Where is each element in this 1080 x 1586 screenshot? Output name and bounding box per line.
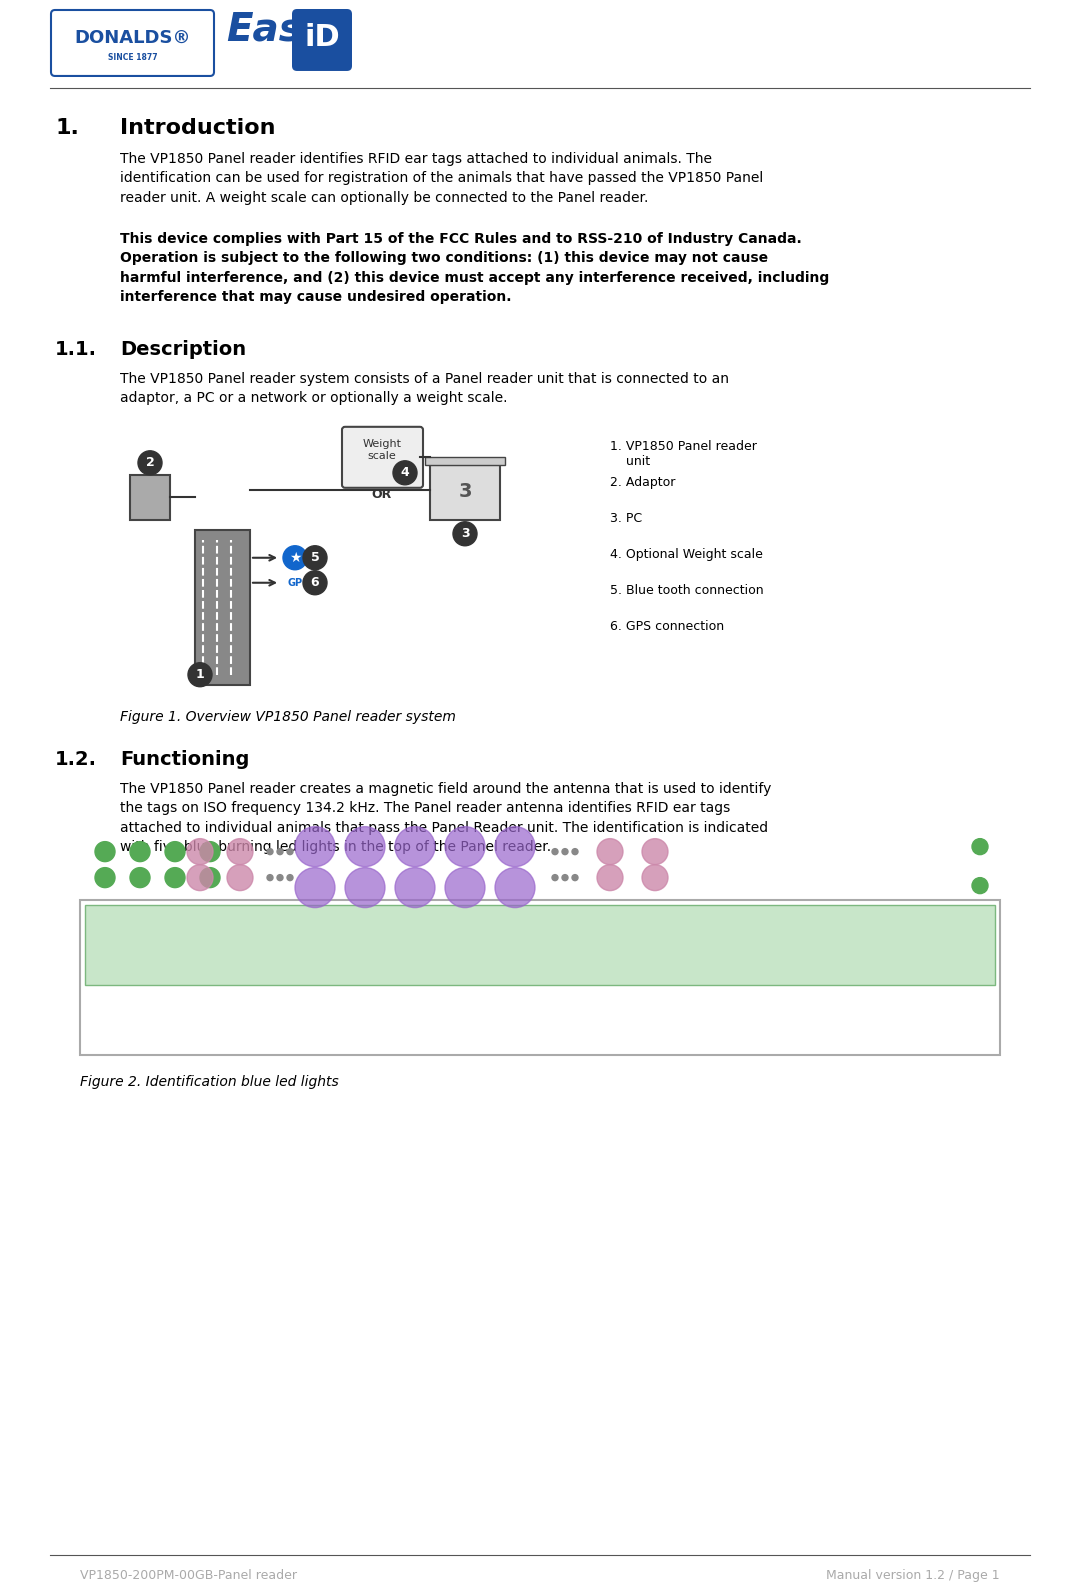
Text: 1.: 1.	[55, 117, 79, 138]
Text: Introduction: Introduction	[120, 117, 275, 138]
Circle shape	[445, 826, 485, 866]
Bar	[80, 899, 1000, 1055]
FancyBboxPatch shape	[51, 10, 214, 76]
Circle shape	[130, 842, 150, 861]
Circle shape	[187, 864, 213, 891]
Circle shape	[495, 826, 535, 866]
Circle shape	[552, 849, 558, 855]
Circle shape	[165, 842, 185, 861]
Circle shape	[130, 868, 150, 888]
Text: 6. GPS connection: 6. GPS connection	[610, 620, 724, 633]
Circle shape	[287, 849, 293, 855]
Circle shape	[138, 450, 162, 474]
Circle shape	[597, 864, 623, 891]
Text: 4. Optional Weight scale: 4. Optional Weight scale	[610, 547, 762, 561]
Circle shape	[642, 864, 669, 891]
Text: OR: OR	[372, 488, 392, 501]
Circle shape	[572, 849, 578, 855]
Text: 5: 5	[311, 552, 320, 565]
Circle shape	[495, 868, 535, 907]
Circle shape	[227, 839, 253, 864]
Text: Weight
scale: Weight scale	[363, 439, 402, 460]
Text: 1.1.: 1.1.	[55, 339, 97, 358]
Text: Figure 1. Overview VP1850 Panel reader system: Figure 1. Overview VP1850 Panel reader s…	[120, 709, 456, 723]
Circle shape	[303, 546, 327, 569]
Circle shape	[267, 849, 273, 855]
Circle shape	[287, 874, 293, 880]
Bar	[85, 904, 995, 985]
Text: Description: Description	[120, 339, 246, 358]
Text: VP1850-200PM-00GB-Panel reader: VP1850-200PM-00GB-Panel reader	[80, 1569, 297, 1583]
Text: This device complies with Part 15 of the FCC Rules and to RSS-210 of Industry Ca: This device complies with Part 15 of the…	[120, 232, 829, 305]
Text: 3: 3	[461, 527, 470, 541]
Circle shape	[562, 849, 568, 855]
Circle shape	[642, 839, 669, 864]
Bar	[430, 465, 500, 520]
Circle shape	[597, 839, 623, 864]
Circle shape	[552, 874, 558, 880]
Text: iD: iD	[305, 24, 340, 52]
FancyBboxPatch shape	[342, 427, 423, 488]
Text: Figure 2. Identification blue led lights: Figure 2. Identification blue led lights	[80, 1075, 339, 1088]
Text: 4: 4	[401, 466, 409, 479]
Text: ★: ★	[288, 550, 301, 565]
Circle shape	[227, 864, 253, 891]
Text: The VP1850 Panel reader identifies RFID ear tags attached to individual animals.: The VP1850 Panel reader identifies RFID …	[120, 152, 764, 205]
Circle shape	[276, 874, 283, 880]
Circle shape	[345, 868, 384, 907]
Circle shape	[283, 546, 307, 569]
Text: 3: 3	[458, 482, 472, 501]
Circle shape	[295, 826, 335, 866]
Circle shape	[345, 826, 384, 866]
Text: 1: 1	[195, 668, 204, 682]
Text: Easy: Easy	[226, 11, 327, 49]
Text: 3. PC: 3. PC	[610, 512, 643, 525]
Bar	[195, 530, 249, 685]
Circle shape	[267, 874, 273, 880]
Circle shape	[295, 868, 335, 907]
Circle shape	[303, 571, 327, 595]
Circle shape	[276, 849, 283, 855]
Text: DONALDS®: DONALDS®	[75, 29, 191, 48]
Text: 2: 2	[146, 457, 154, 469]
Text: The VP1850 Panel reader system consists of a Panel reader unit that is connected: The VP1850 Panel reader system consists …	[120, 371, 729, 406]
Circle shape	[445, 868, 485, 907]
Circle shape	[453, 522, 477, 546]
Circle shape	[95, 868, 114, 888]
Circle shape	[188, 663, 212, 687]
Circle shape	[972, 877, 988, 893]
Circle shape	[972, 839, 988, 855]
Circle shape	[395, 868, 435, 907]
Circle shape	[572, 874, 578, 880]
Circle shape	[165, 868, 185, 888]
Circle shape	[95, 842, 114, 861]
Bar	[130, 474, 170, 520]
Circle shape	[200, 868, 220, 888]
FancyBboxPatch shape	[292, 10, 352, 71]
Circle shape	[395, 826, 435, 866]
Circle shape	[200, 842, 220, 861]
Circle shape	[393, 462, 417, 485]
Text: GPS: GPS	[287, 577, 309, 588]
Circle shape	[562, 874, 568, 880]
Text: The VP1850 Panel reader creates a magnetic field around the antenna that is used: The VP1850 Panel reader creates a magnet…	[120, 782, 771, 855]
Bar	[426, 457, 505, 465]
Text: SINCE 1877: SINCE 1877	[108, 54, 158, 62]
Text: 1. VP1850 Panel reader
    unit: 1. VP1850 Panel reader unit	[610, 439, 757, 468]
Text: 6: 6	[311, 576, 320, 590]
Circle shape	[187, 839, 213, 864]
Text: Functioning: Functioning	[120, 750, 249, 769]
Text: Manual version 1.2 / Page 1: Manual version 1.2 / Page 1	[826, 1569, 1000, 1583]
Text: 1.2.: 1.2.	[55, 750, 97, 769]
Text: 5. Blue tooth connection: 5. Blue tooth connection	[610, 584, 764, 596]
Text: 2. Adaptor: 2. Adaptor	[610, 476, 675, 488]
